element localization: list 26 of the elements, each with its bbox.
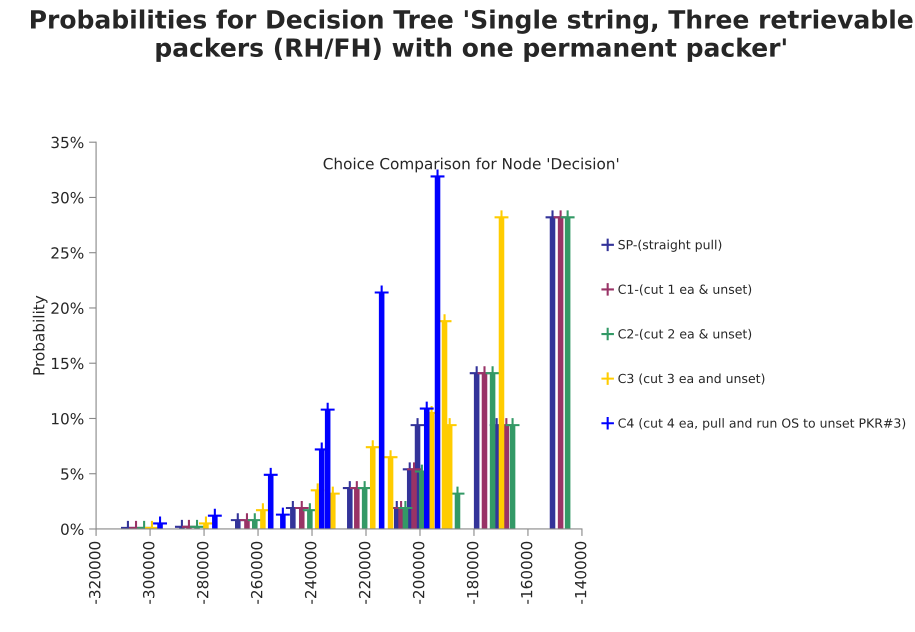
y-axis-title: Probability bbox=[32, 296, 48, 374]
x-tick-label: -160000 bbox=[520, 542, 532, 604]
legend-label: C1-(cut 1 ea & unset) bbox=[618, 284, 752, 296]
legend-label: C2-(cut 2 ea & unset) bbox=[618, 328, 752, 340]
y-tick-label: 15% bbox=[52, 358, 84, 370]
y-tick-label: 20% bbox=[51, 302, 84, 314]
y-tick-label: 0% bbox=[61, 523, 84, 536]
x-tick-label: -260000 bbox=[250, 542, 262, 604]
legend-label: C3 (cut 3 ea and unset) bbox=[618, 374, 764, 385]
text: Choice Comparison for Node 'Decision' bbox=[324, 158, 618, 172]
x-tick-label: -180000 bbox=[466, 542, 478, 604]
y-tick-label: 30% bbox=[51, 192, 84, 204]
x-tick-label: -140000 bbox=[574, 542, 586, 604]
x-tick-label: -220000 bbox=[358, 542, 370, 604]
y-tick-label: 25% bbox=[51, 247, 84, 259]
x-tick-label: -300000 bbox=[142, 542, 154, 604]
x-tick-label: -320000 bbox=[88, 542, 101, 604]
legend-label: SP-(straight pull) bbox=[618, 240, 722, 252]
legend-label: C4 (cut 4 ea, pull and run OS to unset PKR#3) bbox=[618, 418, 906, 430]
y-tick-label: 5% bbox=[61, 468, 84, 480]
y-tick-label: 35% bbox=[51, 136, 84, 148]
x-tick-label: -200000 bbox=[412, 542, 424, 604]
y-tick-label: 10% bbox=[52, 412, 84, 424]
x-tick-label: -280000 bbox=[196, 542, 208, 604]
chart-title: Probabilities for Decision Tree 'Single string, Three retrievable packers (RH/FH) with one permanent packer' bbox=[30, 9, 913, 62]
x-tick-label: -240000 bbox=[304, 542, 316, 604]
